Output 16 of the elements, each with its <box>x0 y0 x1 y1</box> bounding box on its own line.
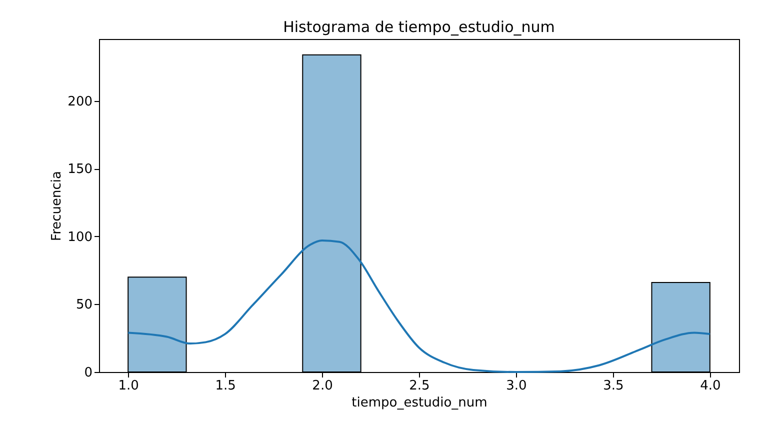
x-tick-label: 1.0 <box>118 378 139 394</box>
x-tick-label: 1.5 <box>215 378 236 394</box>
chart-title: Histograma de tiempo_estudio_num <box>283 18 555 36</box>
x-tick-label: 2.5 <box>409 378 430 394</box>
y-tick-label: 50 <box>76 298 92 313</box>
y-axis-title: Frecuencia <box>50 171 65 241</box>
y-tick-label: 150 <box>68 162 92 178</box>
x-axis-title: tiempo_estudio_num <box>352 396 488 410</box>
y-tick-label: 0 <box>84 366 92 380</box>
x-tick-label: 3.0 <box>506 378 527 394</box>
x-tick-label: 4.0 <box>700 378 721 394</box>
y-tick-label: 200 <box>68 94 92 110</box>
x-tick-label: 3.5 <box>603 378 624 394</box>
x-tick-label: 2.0 <box>312 378 333 394</box>
y-tick-label: 100 <box>68 230 92 245</box>
line-series <box>127 240 711 373</box>
